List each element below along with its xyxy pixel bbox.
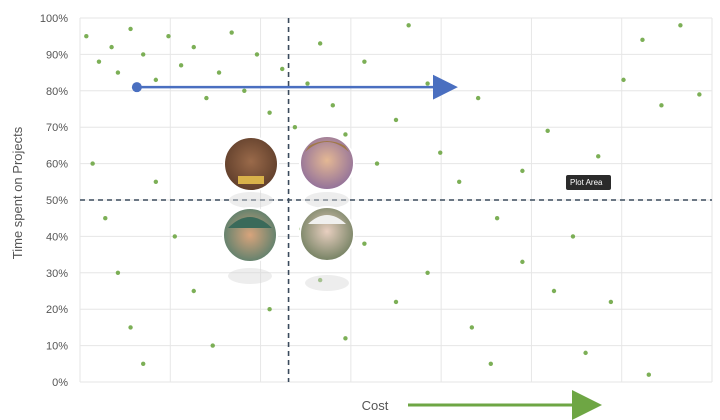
y-tick-label: 80% (46, 86, 68, 98)
data-point (469, 325, 475, 330)
data-point (254, 52, 260, 57)
data-point (520, 168, 525, 174)
data-point (115, 70, 121, 75)
y-tick-labels: 0% 10% 20% 30% 40% 50% 60% 70% 80% 90% 100% (40, 13, 68, 389)
data-point (330, 103, 335, 108)
data-point (204, 95, 209, 101)
data-point (425, 270, 430, 275)
data-point (362, 59, 367, 64)
data-point (153, 179, 159, 184)
data-point (362, 241, 367, 246)
data-point (216, 70, 222, 75)
data-point (438, 150, 443, 155)
data-point (191, 288, 196, 294)
data-point (678, 23, 683, 28)
data-point (141, 52, 146, 57)
data-point (520, 259, 525, 265)
avatar-top-right (299, 135, 355, 208)
data-point (128, 325, 133, 330)
data-point (280, 66, 285, 72)
data-point (141, 361, 146, 366)
data-point (393, 299, 399, 305)
y-axis-title: Time spent on Projects (10, 126, 25, 259)
data-point (583, 350, 588, 356)
data-point (267, 110, 272, 115)
y-tick-label: 60% (46, 159, 68, 171)
y-tick-label: 0% (52, 377, 68, 389)
data-point (697, 92, 702, 97)
data-point (84, 34, 89, 39)
avatar-bottom-right (299, 206, 355, 291)
data-point (457, 179, 462, 184)
highlight-arrow (131, 74, 458, 100)
data-point (292, 125, 298, 130)
data-point (166, 34, 171, 39)
y-tick-label: 50% (46, 195, 68, 207)
data-point (608, 299, 614, 305)
avatar-bottom-left (222, 207, 278, 284)
data-point (267, 307, 272, 312)
data-point (172, 234, 177, 239)
data-point (96, 59, 102, 64)
data-point (596, 154, 601, 159)
data-point (374, 161, 380, 166)
avatar-top-left (223, 136, 279, 208)
data-point (229, 30, 234, 35)
data-point (551, 288, 557, 294)
data-point (115, 270, 121, 275)
plot-area-tooltip: Plot Area (566, 175, 611, 190)
y-tick-label: 90% (46, 49, 68, 61)
data-point (393, 117, 399, 123)
data-point (178, 63, 184, 68)
data-point (103, 216, 108, 221)
data-point (646, 372, 651, 377)
data-point (153, 77, 159, 83)
x-axis-title: Cost (362, 398, 389, 413)
y-tick-label: 20% (46, 304, 68, 316)
data-point (90, 161, 95, 166)
y-tick-label: 40% (46, 231, 68, 243)
data-point (475, 95, 481, 101)
data-point (343, 132, 348, 137)
data-point (317, 41, 323, 46)
data-point (343, 336, 348, 341)
data-point (109, 44, 114, 50)
data-point (494, 216, 500, 221)
data-point (128, 26, 133, 32)
data-point (210, 343, 215, 348)
data-point (621, 77, 626, 83)
data-point (640, 37, 645, 43)
svg-text:Plot Area: Plot Area (570, 178, 603, 187)
data-point (317, 277, 323, 283)
data-point (570, 234, 576, 239)
reference-lines (80, 18, 712, 382)
data-point (425, 81, 430, 86)
data-point (242, 88, 247, 94)
data-point (545, 128, 550, 134)
data-point (488, 361, 493, 366)
y-tick-label: 30% (46, 268, 68, 280)
y-tick-label: 100% (40, 13, 68, 25)
y-tick-label: 10% (46, 341, 68, 353)
data-point (659, 103, 664, 108)
data-point (406, 23, 411, 28)
y-tick-label: 70% (46, 122, 68, 134)
data-point (305, 81, 310, 86)
data-point (191, 44, 196, 50)
